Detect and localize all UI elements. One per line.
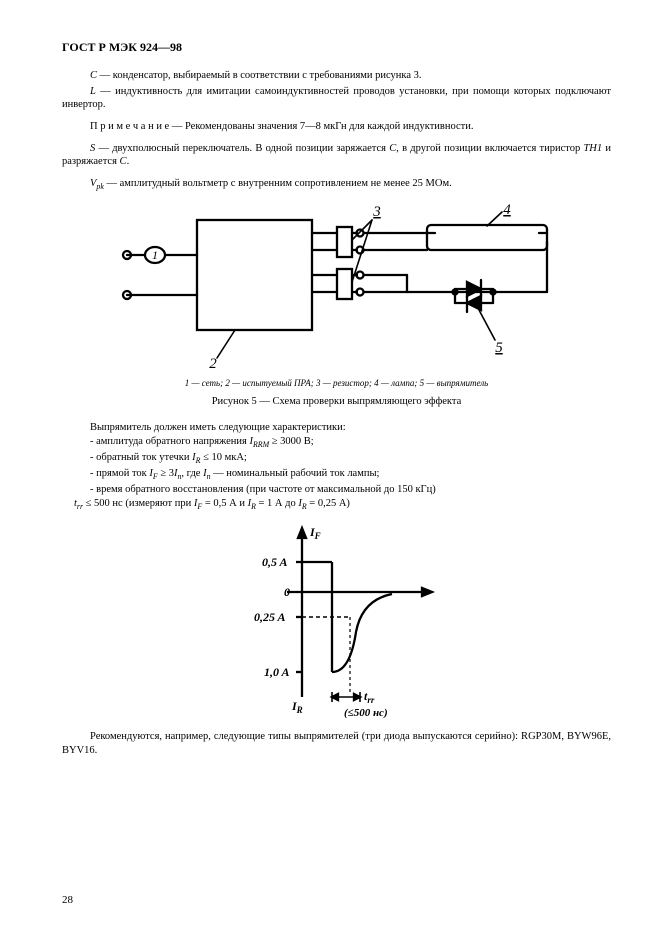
t: - обратный ток утечки — [90, 452, 192, 463]
t2: ≥ 3000 В; — [269, 436, 314, 447]
figure-5-diagram: 1 2 3 4 5 — [62, 200, 611, 370]
t2: = 0,5 А и — [202, 498, 247, 509]
txt: — индуктивность для имитации самоиндукти… — [62, 86, 611, 111]
page-number: 28 — [62, 894, 73, 906]
t3: = 1 А до — [256, 498, 298, 509]
para-v: Vpk — амплитудный вольтметр с внутренним… — [62, 177, 611, 192]
sym-c: C — [90, 70, 97, 81]
t: ≤ 500 нс (измеряют при — [83, 498, 194, 509]
note-text: — Рекомендованы значения 7—8 мкГн для ка… — [169, 121, 473, 132]
trr-note: (≤500 нс) — [344, 707, 388, 719]
sb: RRM — [253, 440, 269, 449]
t: - прямой ток — [90, 468, 149, 479]
char-intro: Выпрямитель должен иметь следующие харак… — [62, 421, 611, 435]
t1: — двухполюсный переключатель. В одной по… — [95, 143, 389, 154]
d1-l2: 2 — [209, 356, 217, 370]
y0: 0 — [284, 585, 290, 599]
char-4: - время обратного восстановления (при ча… — [62, 483, 611, 497]
t2: ≤ 10 мкА; — [200, 452, 246, 463]
para-c: C — конденсатор, выбираемый в соответств… — [62, 69, 611, 83]
final-para: Рекомендуются, например, следующие типы … — [62, 730, 611, 757]
recovery-curve-diagram: IF 0,5 A 0 0,25 A 1,0 A IR trr (≤500 нс) — [62, 522, 611, 722]
char-2: - обратный ток утечки IR ≤ 10 мкА; — [62, 451, 611, 467]
txt: — конденсатор, выбираемый в соответствии… — [97, 70, 422, 81]
trr-label: trr — [364, 689, 375, 705]
para-s: S — двухполюсный переключатель. В одной … — [62, 142, 611, 169]
if-label: IF — [309, 525, 321, 541]
t2: ≥ 3 — [158, 468, 174, 479]
sym-c3: C — [120, 156, 127, 167]
char-3: - прямой ток IF ≥ 3In, где In — номиналь… — [62, 467, 611, 483]
t3: , где — [181, 468, 203, 479]
d1-l1: 1 — [152, 248, 158, 262]
figure-5-title: Рисунок 5 — Схема проверки выпрямляющего… — [62, 396, 611, 407]
t4: = 0,25 А) — [307, 498, 350, 509]
t: - амплитуда обратного напряжения — [90, 436, 250, 447]
para-l: L — индуктивность для имитации самоиндук… — [62, 85, 611, 112]
ir-label: IR — [291, 699, 303, 715]
y05: 0,5 A — [262, 555, 288, 569]
txt: — амплитудный вольтметр с внутренним соп… — [104, 178, 452, 189]
doc-header: ГОСТ Р МЭК 924—98 — [62, 40, 611, 55]
sym-v-sub: pk — [96, 182, 103, 191]
characteristics: Выпрямитель должен иметь следующие харак… — [62, 421, 611, 512]
figure-5-legend: 1 — сеть; 2 — испытуемый ПРА; 3 — резист… — [62, 378, 611, 388]
t4: . — [127, 156, 130, 167]
d1-l5: 5 — [495, 340, 503, 356]
y10: 1,0 A — [264, 665, 290, 679]
char-1: - амплитуда обратного напряжения IRRM ≥ … — [62, 435, 611, 451]
char-5: trr ≤ 500 нс (измеряют при IF = 0,5 А и … — [62, 497, 611, 513]
d1-l4: 4 — [503, 202, 511, 218]
t4: — номинальный рабочий ток лампы; — [211, 468, 380, 479]
note: П р и м е ч а н и е — Рекомендованы знач… — [62, 120, 611, 134]
sym-th1: TH1 — [583, 143, 602, 154]
legend-text: 1 — сеть; 2 — испытуемый ПРА; 3 — резист… — [185, 378, 489, 388]
note-label: П р и м е ч а н и е — [90, 121, 169, 132]
d1-l3: 3 — [372, 204, 381, 220]
y025: 0,25 A — [254, 610, 286, 624]
t2: , в другой позиции включается тиристор — [396, 143, 583, 154]
